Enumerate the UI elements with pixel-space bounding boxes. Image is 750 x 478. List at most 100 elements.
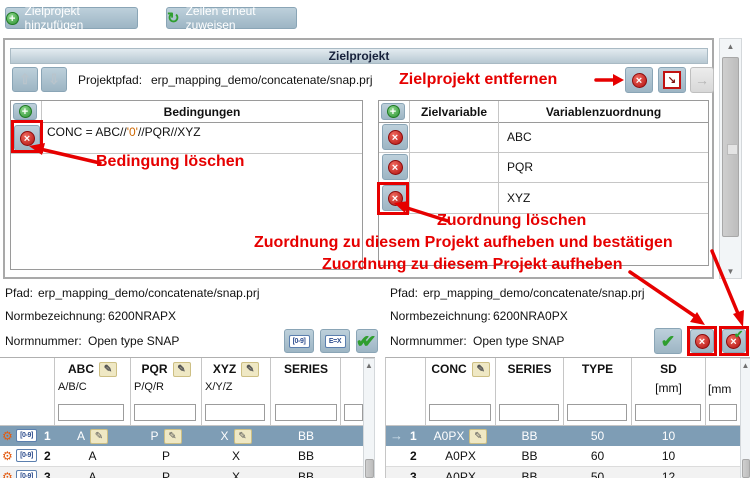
pencil-icon[interactable]: ✎ [471,361,490,377]
variable-row[interactable]: × ABC [379,122,708,153]
cell-series[interactable]: BB [272,468,340,478]
cell-conc[interactable]: A0PX ✎ [426,427,495,445]
column-header-series[interactable]: SERIES [272,360,340,378]
variable-mapping-header: Variablenzuordnung [545,104,662,119]
confirm-all-button[interactable]: ✔ ✔ [356,329,378,353]
table-row[interactable]: ⚙ [0-9] 3 A P X BB [0,467,363,478]
table-row[interactable]: → 1 A0PX ✎ BB 50 10 [386,426,741,446]
table-row[interactable]: ⚙ [0-9] 2 A P X BB [0,446,363,467]
filter-input-series[interactable] [275,404,337,421]
column-header-sd[interactable]: SD [632,360,705,378]
column-divider [425,358,426,478]
cell-type[interactable]: 50 [564,427,631,445]
cell-value: BB [297,429,314,443]
right-table-scrollbar[interactable]: ▲ [740,358,750,478]
right-data-table: CONC ✎ SERIES TYPE SD [mm] [mm → 1 [385,357,750,478]
filter-input-type[interactable] [567,404,627,421]
add-target-project-button[interactable]: + Zielprojekt hinzufügen [5,4,138,32]
pencil-icon[interactable]: ✎ [99,361,117,377]
variable-row[interactable]: × PQR [379,152,708,183]
check-icon: ✔ [660,331,676,351]
filter-input-xyz[interactable] [205,404,265,421]
pencil-icon[interactable]: ✎ [163,428,182,444]
cell-xyz[interactable]: X ✎ [202,427,270,445]
pencil-icon[interactable]: ✎ [233,428,252,444]
panel-scrollbar[interactable]: ▲ ▼ [719,38,742,279]
pencil-icon[interactable]: ✎ [469,428,488,444]
filter-input-pqr[interactable] [134,404,196,421]
formula-mode-button[interactable]: E=X [320,329,350,353]
cell-sd[interactable]: 10 [632,427,705,445]
scroll-up-icon[interactable]: ▲ [365,361,373,370]
cell-value: 50 [590,470,605,478]
column-header-type[interactable]: TYPE [564,360,631,378]
numeric-mode-button[interactable]: [0-9] [284,329,314,353]
move-up-button[interactable]: ⇧ [12,67,38,92]
filter-input-partial[interactable] [344,404,363,421]
cell-type[interactable]: 50 [564,468,631,478]
confirm-assignment-button[interactable]: ✔ [654,328,682,354]
delete-mapping-button[interactable]: × [382,124,408,150]
cell-series[interactable]: BB [496,427,563,445]
scroll-down-icon[interactable]: ▼ [726,267,735,276]
filter-input-partial[interactable] [709,404,737,421]
cell-value: BB [521,429,538,443]
cell-conc[interactable]: A0PX [426,447,495,465]
scroll-up-icon[interactable]: ▲ [741,361,750,370]
column-header-conc[interactable]: CONC ✎ [426,360,495,378]
cell-type[interactable]: 60 [564,447,631,465]
cell-sd[interactable]: 10 [632,447,705,465]
remove-target-project-button[interactable]: × [625,67,653,93]
column-header-xyz[interactable]: XYZ ✎ [202,360,270,378]
filter-input-abc[interactable] [58,404,124,421]
reassign-rows-label: Zeilen erneut zuweisen [185,4,256,32]
cell-xyz[interactable]: X [202,468,270,478]
pencil-icon[interactable]: ✎ [172,361,191,377]
cell-series[interactable]: BB [272,447,340,465]
scroll-up-icon[interactable]: ▲ [726,42,735,51]
cell-series[interactable]: BB [496,447,563,465]
filter-input-series[interactable] [499,404,559,421]
path-value: erp_mapping_demo/concatenate/snap.prj [423,286,645,300]
path-value: erp_mapping_demo/concatenate/snap.prj [38,286,260,300]
pencil-icon[interactable]: ✎ [90,428,108,444]
column-header-label: SERIES [507,362,552,376]
column-header-pqr[interactable]: PQR ✎ [131,360,201,378]
column-header-series[interactable]: SERIES [496,360,563,378]
cell-series[interactable]: BB [272,427,340,445]
filter-input-conc[interactable] [429,404,491,421]
unassign-confirm-project-button[interactable]: × ✔ [722,329,746,353]
reassign-rows-button[interactable]: ↻ Zeilen erneut zuweisen [166,4,297,32]
cell-sd[interactable]: 12 [632,468,705,478]
cell-abc[interactable]: A ✎ [55,427,130,445]
numeric-icon: [0-9] [16,470,37,478]
add-variable-button[interactable]: + [381,103,405,120]
scrollbar-thumb[interactable] [365,459,374,478]
delete-mapping-button[interactable]: × [382,154,408,180]
scrollbar-thumb[interactable] [722,57,739,237]
cell-xyz[interactable]: X [202,447,270,465]
annotation-delete-condition: Bedingung löschen [96,153,245,170]
variable-row[interactable]: × XYZ [379,182,708,214]
export-project-button[interactable]: ↘ [658,67,686,93]
unassign-project-button[interactable]: × [690,329,714,353]
table-row[interactable]: 2 A0PX BB 60 10 [386,446,741,467]
pencil-icon[interactable]: ✎ [241,361,260,377]
cell-conc[interactable]: A0PX [426,468,495,478]
left-table-scrollbar[interactable]: ▲ [363,358,375,478]
cell-series[interactable]: BB [496,468,563,478]
move-down-button[interactable]: ⇩ [41,67,67,92]
table-row[interactable]: ⚙ [0-9] 1 A ✎ P ✎ X ✎ BB [0,426,363,446]
column-header-abc[interactable]: ABC ✎ [55,360,130,378]
filter-input-sd[interactable] [635,404,701,421]
cell-abc[interactable]: A [55,468,130,478]
cell-pqr[interactable]: P [131,447,201,465]
condition-row[interactable]: × CONC = ABC//'0'//PQR//XYZ [11,122,362,154]
cell-abc[interactable]: A [55,447,130,465]
add-condition-button[interactable]: + [13,103,37,120]
cell-value: BB [297,470,314,478]
cell-pqr[interactable]: P [131,468,201,478]
scrollbar-thumb[interactable] [742,459,750,478]
table-row[interactable]: 3 A0PX BB 50 12 [386,467,741,478]
cell-pqr[interactable]: P ✎ [131,427,201,445]
